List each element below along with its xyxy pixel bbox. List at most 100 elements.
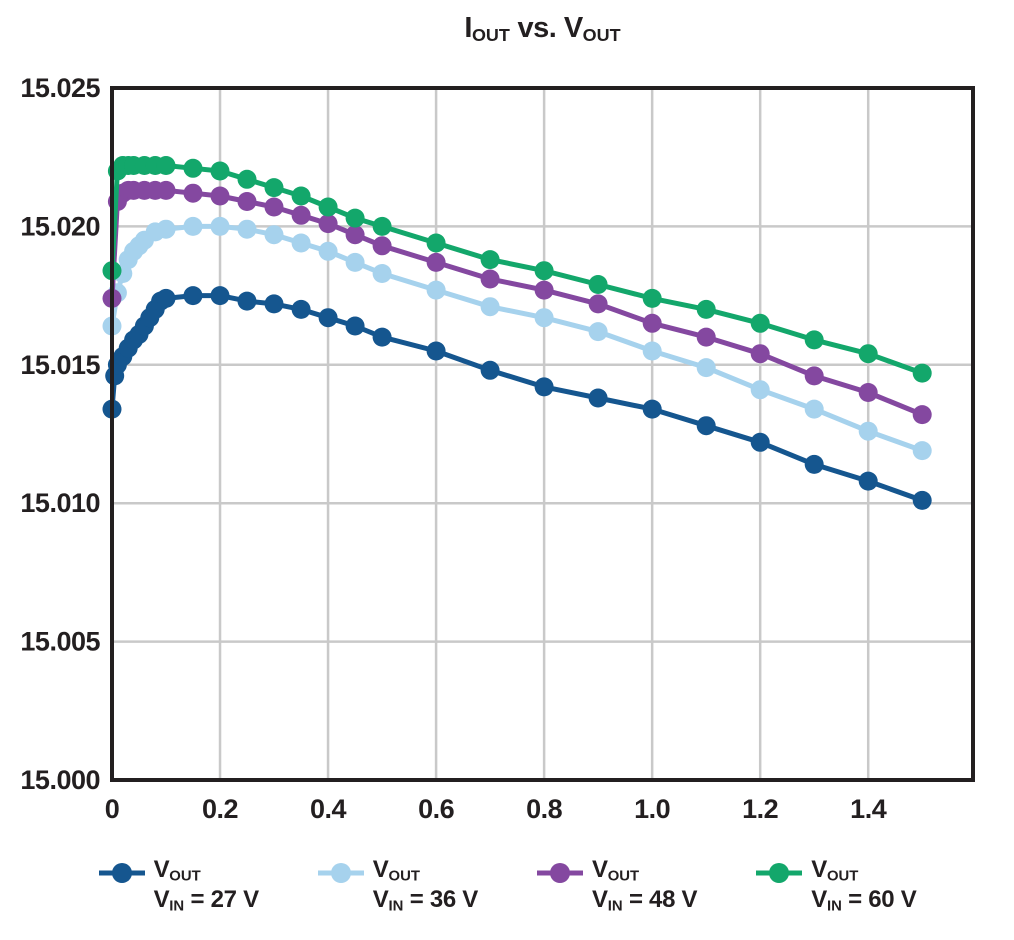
data-point-vout-vin-27v	[291, 299, 311, 319]
data-point-vout-vin-27v	[642, 399, 662, 419]
legend-text-segment: V	[811, 886, 827, 914]
data-point-vout-vin-36v	[696, 358, 716, 378]
data-point-vout-vin-48v	[237, 192, 257, 211]
legend-text-segment: = 36 V	[403, 886, 479, 914]
title-text: vs. V	[509, 12, 583, 44]
legend-text-segment: V	[153, 856, 170, 883]
data-point-vout-vin-48v	[642, 313, 662, 333]
data-point-vout-vin-36v	[345, 252, 365, 272]
legend-text-segment: V	[592, 886, 608, 914]
legend-label-line1: VOUT	[811, 856, 916, 886]
data-point-vout-vin-48v	[750, 344, 770, 364]
legend-label: VOUT VIN = 36 V	[372, 856, 479, 916]
data-point-vout-vin-60v	[183, 158, 203, 178]
data-point-vout-vin-60v	[264, 178, 284, 198]
data-point-vout-vin-36v	[858, 421, 878, 441]
legend-marker-dot	[550, 863, 570, 883]
y-axis-tick-label: 15.005	[20, 627, 100, 657]
data-point-vout-vin-36v	[750, 380, 770, 400]
data-point-vout-vin-36v	[183, 216, 203, 236]
data-point-vout-vin-36v	[534, 308, 554, 328]
legend-text-segment: = 27 V	[184, 886, 260, 914]
data-point-vout-vin-60v	[291, 186, 311, 206]
data-point-vout-vin-36v	[237, 219, 257, 239]
data-point-vout-vin-60v	[534, 261, 554, 281]
data-point-vout-vin-60v	[696, 299, 716, 319]
legend-subscript: OUT	[388, 868, 420, 885]
legend-label-line1: VOUT	[592, 856, 697, 886]
x-axis-tick-label: 0.2	[202, 794, 238, 824]
plot-frame	[110, 86, 975, 782]
legend-entry-vout-vin-36v: VOUT VIN = 36 V	[317, 856, 478, 916]
x-axis-tick-label: 0.6	[418, 794, 455, 824]
data-point-vout-vin-60v	[480, 250, 500, 270]
line-chart-plot: 15.000 15.005 15.010 15.015 15.020 15.025 0 0.2…	[20, 73, 975, 824]
data-point-vout-vin-27v	[804, 454, 824, 474]
data-point-vout-vin-36v	[264, 225, 284, 245]
legend-subscript: OUT	[607, 868, 640, 885]
legend-label-line2: VIN = 36 V	[372, 886, 479, 916]
data-point-vout-vin-60v	[318, 197, 338, 217]
chart-title: IOUT vs. VOUT	[112, 12, 973, 46]
x-axis-tick-label: 1.2	[742, 794, 778, 824]
x-axis-tick-label: 1.0	[634, 794, 670, 824]
legend-label-line1: VOUT	[373, 856, 478, 886]
data-point-vout-vin-48v	[264, 197, 284, 217]
data-point-vout-vin-27v	[696, 416, 716, 436]
legend-text-segment: = 60 V	[841, 886, 917, 914]
data-point-vout-vin-48v	[534, 280, 554, 300]
data-point-vout-vin-36v	[318, 241, 338, 261]
data-point-vout-vin-48v	[156, 180, 176, 200]
legend-marker-icon	[98, 863, 145, 883]
legend-subscript: IN	[826, 898, 842, 915]
legend-label-line2: VIN = 27 V	[153, 886, 260, 916]
data-point-vout-vin-60v	[858, 344, 878, 364]
data-point-vout-vin-48v	[291, 205, 311, 225]
data-point-vout-vin-36v	[912, 441, 932, 461]
data-point-vout-vin-27v	[750, 432, 770, 452]
x-axis-tick-label: 0	[105, 794, 120, 824]
series-line-vout-vin-36v	[109, 223, 925, 454]
data-point-vout-vin-60v	[426, 233, 446, 253]
legend-label-line2: VIN = 60 V	[811, 886, 917, 916]
data-point-vout-vin-27v	[480, 360, 500, 380]
legend-subscript: IN	[169, 898, 185, 915]
data-point-vout-vin-60v	[804, 330, 824, 350]
legend-subscript: OUT	[826, 868, 859, 885]
legend-subscript: IN	[607, 898, 623, 915]
data-point-vout-vin-36v	[642, 341, 662, 361]
legend-subscript: OUT	[169, 868, 201, 885]
legend-label: VOUT VIN = 48 V	[592, 856, 698, 916]
y-axis-tick-label: 15.000	[20, 765, 100, 795]
data-point-vout-vin-48v	[696, 327, 716, 347]
data-point-vout-vin-48v	[210, 186, 230, 206]
legend-label: VOUT VIN = 27 V	[153, 856, 260, 916]
legend-marker-icon	[756, 863, 803, 883]
title-subscript: OUT	[471, 24, 510, 45]
title-text: I	[464, 12, 472, 44]
legend-text-segment: V	[372, 886, 389, 914]
data-point-vout-vin-27v	[912, 490, 932, 510]
y-axis-tick-label: 15.010	[20, 488, 100, 518]
legend-text-segment: = 48 V	[622, 886, 698, 914]
legend-marker-icon	[317, 863, 364, 883]
legend-text-segment: V	[153, 886, 170, 914]
data-point-vout-vin-48v	[183, 183, 203, 203]
legend-text-segment: V	[811, 856, 827, 883]
data-point-vout-vin-27v	[318, 308, 338, 328]
data-point-vout-vin-27v	[183, 286, 203, 306]
data-point-vout-vin-48v	[588, 294, 608, 314]
data-point-vout-vin-48v	[426, 252, 446, 272]
data-point-vout-vin-48v	[345, 225, 365, 245]
legend-entry-vout-vin-48v: VOUT VIN = 48 V	[536, 856, 698, 916]
data-point-vout-vin-36v	[804, 399, 824, 419]
data-point-vout-vin-48v	[912, 405, 932, 425]
data-point-vout-vin-36v	[480, 297, 500, 317]
data-point-vout-vin-27v	[210, 286, 230, 306]
data-point-vout-vin-48v	[858, 383, 878, 402]
data-point-vout-vin-48v	[372, 236, 392, 256]
legend-label-line2: VIN = 48 V	[592, 886, 698, 916]
data-point-vout-vin-36v	[210, 216, 230, 236]
data-point-vout-vin-36v	[426, 280, 446, 300]
legend-marker-dot	[769, 863, 790, 883]
